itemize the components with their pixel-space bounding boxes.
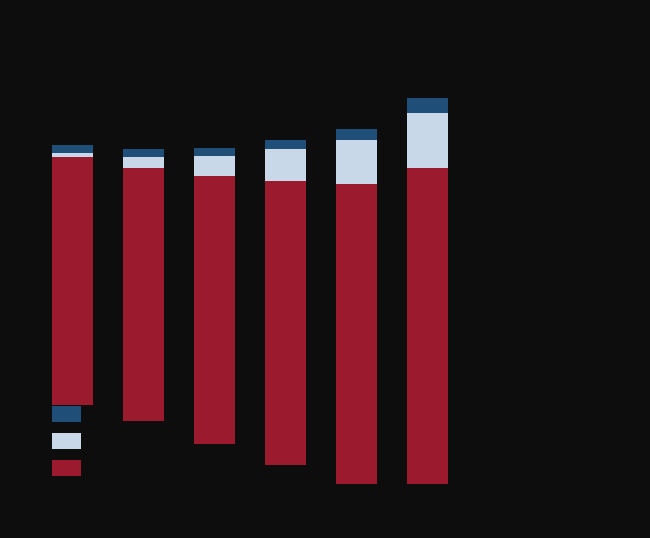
- Bar: [194, 155, 235, 176]
- Bar: [336, 185, 377, 484]
- Bar: [265, 150, 306, 181]
- Bar: [52, 406, 81, 422]
- Bar: [124, 157, 164, 168]
- Bar: [52, 145, 94, 153]
- Bar: [336, 129, 377, 140]
- Bar: [265, 181, 306, 465]
- Bar: [194, 176, 235, 444]
- Bar: [124, 168, 164, 421]
- Bar: [52, 153, 94, 157]
- Bar: [124, 150, 164, 157]
- Bar: [336, 140, 377, 185]
- Bar: [407, 98, 448, 112]
- Bar: [407, 112, 448, 168]
- Bar: [52, 433, 81, 449]
- Bar: [52, 157, 94, 405]
- Bar: [407, 168, 448, 484]
- Bar: [265, 140, 306, 150]
- Bar: [194, 148, 235, 155]
- Bar: [52, 460, 81, 476]
